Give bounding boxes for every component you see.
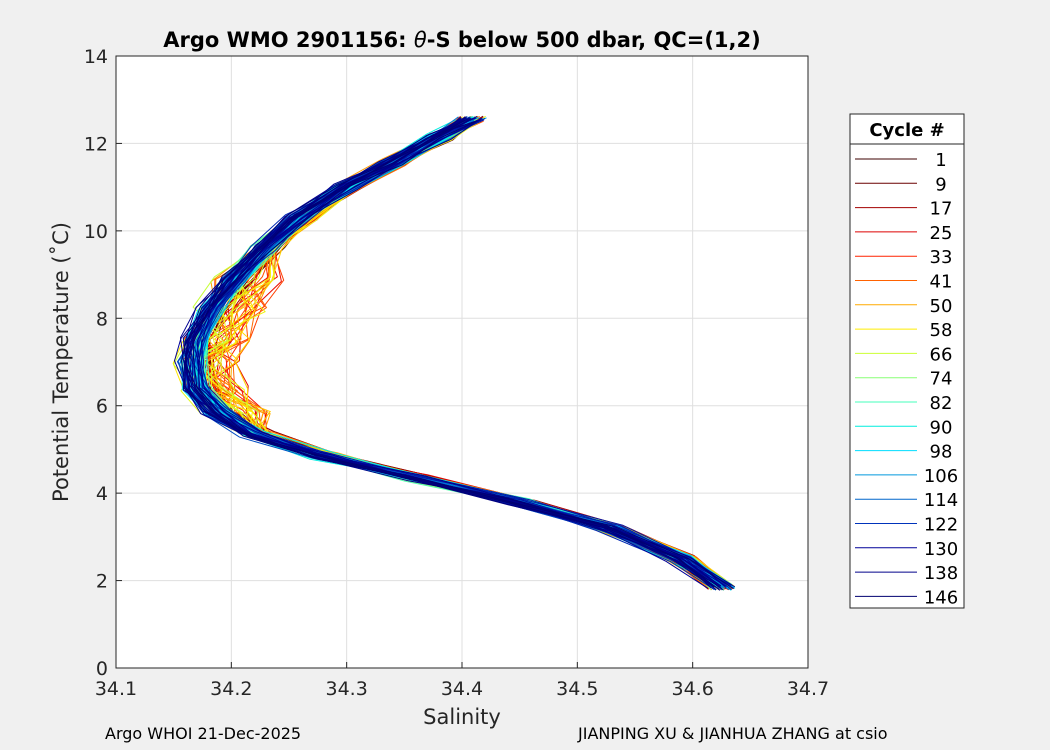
y-tick-label: 8 (96, 308, 108, 330)
x-tick-label: 34.5 (556, 678, 598, 700)
y-tick-label: 12 (84, 133, 108, 155)
x-tick-label: 34.4 (441, 678, 483, 700)
y-axis-label: Potential Temperature (˚C) (49, 222, 73, 502)
y-tick-label: 10 (84, 221, 108, 243)
profile-line (183, 116, 715, 588)
y-tick-label: 14 (84, 46, 108, 68)
x-tick-label: 34.2 (210, 678, 252, 700)
legend-title: Cycle # (869, 120, 944, 141)
profile-line (200, 117, 727, 589)
y-tick-label: 6 (96, 396, 108, 418)
y-tick-label: 2 (96, 571, 108, 593)
y-axis-ticks: 0 2 4 6 8 10 12 14 (84, 46, 122, 680)
legend-label: 50 (930, 296, 953, 317)
profile-line (192, 120, 734, 589)
legend-label: 130 (924, 539, 958, 560)
legend-label: 9 (935, 174, 946, 195)
profile-line (196, 119, 732, 586)
legend-label: 25 (930, 223, 953, 244)
footer-right: JIANPING XU & JIANHUA ZHANG at csio (578, 724, 888, 743)
profile-line (184, 118, 721, 591)
profiles-layer (172, 115, 736, 591)
legend: Cycle # 1 9 17 25 33 41 50 58 66 74 82 90 98 106 114 12… (849, 113, 965, 609)
legend-label: 122 (924, 515, 958, 536)
legend-label: 146 (924, 587, 958, 608)
legend-label: 74 (930, 369, 953, 390)
legend-label: 82 (930, 393, 953, 414)
legend-label: 66 (930, 344, 953, 365)
x-axis-label: Salinity (423, 705, 501, 729)
legend-label: 17 (930, 199, 953, 220)
footer-left: Argo WHOI 21-Dec-2025 (105, 724, 302, 743)
x-tick-label: 34.1 (95, 678, 137, 700)
y-tick-label: 0 (96, 658, 108, 680)
legend-label: 90 (930, 417, 953, 438)
y-tick-label: 4 (96, 483, 108, 505)
x-tick-label: 34.3 (326, 678, 368, 700)
legend-label: 106 (924, 466, 958, 487)
legend-label: 1 (935, 150, 946, 171)
legend-label: 58 (930, 320, 953, 341)
chart-title: Argo WMO 2901156: θ-S below 500 dbar, QC… (163, 28, 760, 52)
legend-label: 114 (924, 490, 958, 511)
x-axis-ticks: 34.1 34.2 34.3 34.4 34.5 34.6 34.7 (95, 662, 829, 700)
legend-box (849, 113, 965, 609)
legend-label: 33 (930, 247, 953, 268)
legend-label: 138 (924, 563, 958, 584)
x-tick-label: 34.6 (672, 678, 714, 700)
legend-label: 98 (930, 442, 953, 463)
x-tick-label: 34.7 (787, 678, 829, 700)
legend-label: 41 (930, 272, 953, 293)
profile-line (180, 119, 712, 589)
